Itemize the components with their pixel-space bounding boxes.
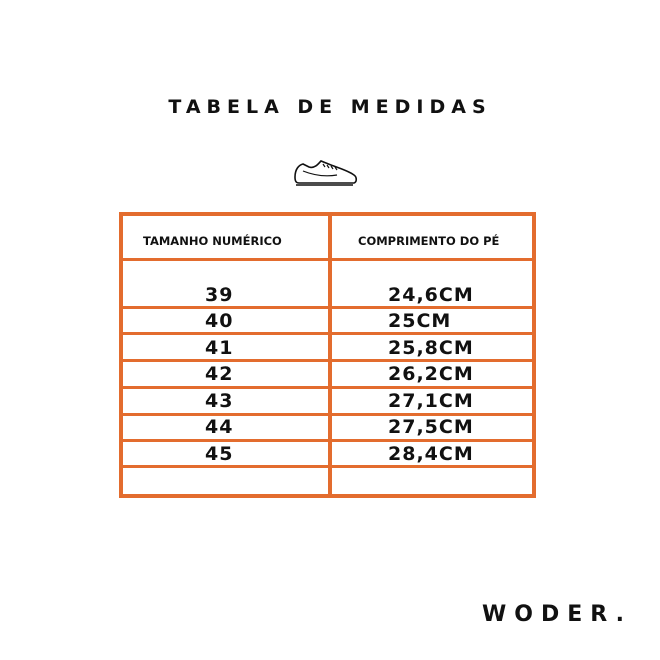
row-divider	[123, 386, 532, 389]
row-divider	[123, 439, 532, 442]
brand-logo: WODER.	[482, 602, 632, 627]
size-cell: 44	[205, 416, 234, 438]
size-cell: 40	[205, 310, 234, 332]
size-cell: 41	[205, 337, 234, 359]
size-cell: 45	[205, 443, 234, 465]
header-length: COMPRIMENTO DO PÉ	[358, 234, 500, 248]
length-cell: 25CM	[388, 310, 452, 332]
column-divider	[328, 216, 332, 494]
length-cell: 24,6CM	[388, 284, 474, 306]
size-table: TAMANHO NUMÉRICO COMPRIMENTO DO PÉ 39 24…	[119, 212, 536, 498]
size-cell: 43	[205, 390, 234, 412]
row-divider	[123, 359, 532, 362]
sneaker-icon	[294, 160, 358, 186]
row-divider	[123, 258, 532, 261]
row-divider	[123, 413, 532, 416]
length-cell: 25,8CM	[388, 337, 474, 359]
row-divider	[123, 465, 532, 468]
row-divider	[123, 306, 532, 309]
length-cell: 28,4CM	[388, 443, 474, 465]
header-size: TAMANHO NUMÉRICO	[143, 234, 282, 248]
length-cell: 27,5CM	[388, 416, 474, 438]
size-cell: 42	[205, 363, 234, 385]
length-cell: 26,2CM	[388, 363, 474, 385]
page-title: TABELA DE MEDIDAS	[168, 96, 492, 118]
length-cell: 27,1CM	[388, 390, 474, 412]
row-divider	[123, 332, 532, 335]
size-cell: 39	[205, 284, 234, 306]
